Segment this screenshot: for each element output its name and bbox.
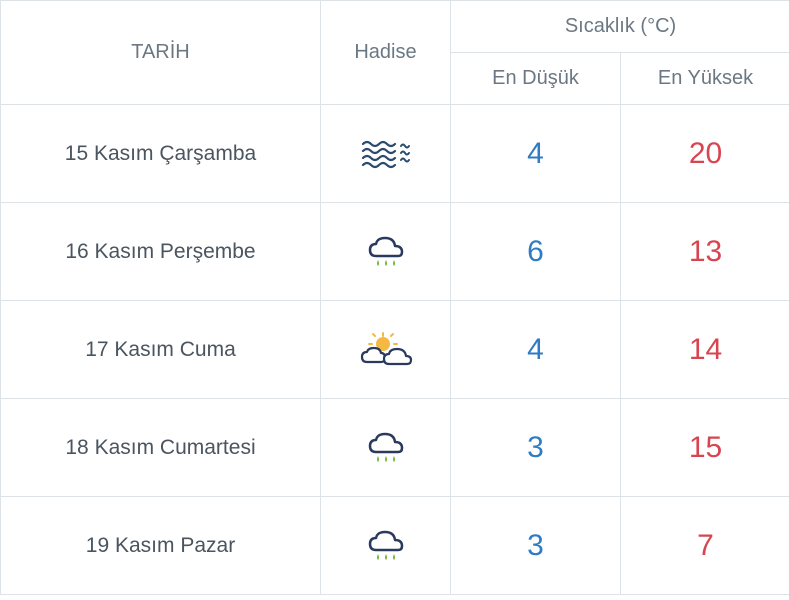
fog-icon: [357, 136, 415, 172]
header-high: En Yüksek: [621, 53, 789, 105]
rain-icon: [358, 234, 414, 270]
temp-low-cell: 6: [451, 203, 621, 301]
header-row: TARİH Hadise Sıcaklık (°C): [1, 1, 789, 53]
rain-icon: [358, 528, 414, 564]
forecast-row: 16 Kasım Perşembe 613: [1, 203, 789, 301]
temp-high-cell: 14: [621, 301, 789, 399]
temp-low-cell: 3: [451, 399, 621, 497]
temp-high-cell: 7: [621, 497, 789, 595]
header-low: En Düşük: [451, 53, 621, 105]
temp-low-cell: 3: [451, 497, 621, 595]
forecast-row: 19 Kasım Pazar 37: [1, 497, 789, 595]
date-cell: 15 Kasım Çarşamba: [1, 105, 321, 203]
header-date: TARİH: [1, 1, 321, 105]
weather-forecast-table: TARİH Hadise Sıcaklık (°C) En Düşük En Y…: [0, 0, 789, 595]
temp-high-cell: 13: [621, 203, 789, 301]
temp-high-cell: 20: [621, 105, 789, 203]
condition-cell: [321, 105, 451, 203]
rain-icon: [358, 430, 414, 466]
partly-cloudy-icon: [357, 332, 415, 368]
temp-low-cell: 4: [451, 105, 621, 203]
forecast-row: 18 Kasım Cumartesi 315: [1, 399, 789, 497]
header-condition: Hadise: [321, 1, 451, 105]
temp-high-cell: 15: [621, 399, 789, 497]
header-temperature: Sıcaklık (°C): [451, 1, 789, 53]
date-cell: 18 Kasım Cumartesi: [1, 399, 321, 497]
condition-cell: [321, 203, 451, 301]
date-cell: 19 Kasım Pazar: [1, 497, 321, 595]
condition-cell: [321, 301, 451, 399]
forecast-row: 15 Kasım Çarşamba 420: [1, 105, 789, 203]
date-cell: 16 Kasım Perşembe: [1, 203, 321, 301]
condition-cell: [321, 497, 451, 595]
forecast-body: 15 Kasım Çarşamba 420 16 Kasım Perşembe 613…: [1, 105, 789, 595]
forecast-row: 17 Kasım Cuma 414: [1, 301, 789, 399]
temp-low-cell: 4: [451, 301, 621, 399]
date-cell: 17 Kasım Cuma: [1, 301, 321, 399]
condition-cell: [321, 399, 451, 497]
